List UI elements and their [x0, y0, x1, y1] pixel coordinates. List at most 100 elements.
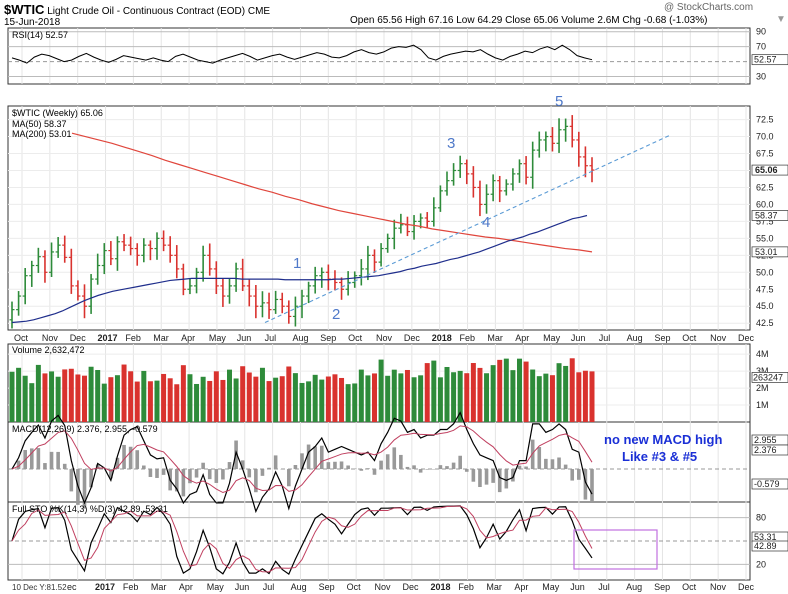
volume-bar — [358, 369, 364, 422]
volume-bar — [180, 365, 186, 422]
x-tick-label-bottom: 2018 — [430, 582, 450, 592]
macd-histogram-bar — [392, 447, 397, 470]
symbol: $WTIC — [4, 2, 45, 17]
price-value-box — [751, 210, 788, 221]
macd-histogram-bar — [504, 469, 509, 489]
x-tick-label-top: Apr — [181, 333, 195, 343]
macd-histogram-bar — [339, 461, 344, 470]
instrument-name: Light Crude Oil - Continuous Contract (E… — [47, 6, 246, 17]
volume-bar — [9, 371, 15, 422]
macd-histogram-bar — [181, 469, 186, 497]
volume-bar — [325, 376, 331, 422]
macd-histogram-bar — [583, 469, 588, 500]
x-tick-label-bottom: ec — [67, 582, 77, 592]
rsi-tick-label: 70 — [756, 42, 766, 52]
volume-bar — [510, 370, 516, 422]
x-tick-label-top: Feb — [460, 333, 476, 343]
x-tick-label-bottom: May — [542, 582, 560, 592]
macd-histogram-bar — [82, 469, 87, 509]
x-tick-label-top: Oct — [14, 333, 29, 343]
macd-histogram-bar — [49, 451, 54, 470]
macd-histogram-bar — [247, 469, 252, 478]
chart-header: $WTIC Light Crude Oil - Continuous Contr… — [4, 2, 270, 17]
x-tick-label-bottom: Sep — [319, 582, 335, 592]
volume-bar — [339, 377, 345, 422]
macd-histogram-bar — [425, 469, 430, 470]
volume-bar — [569, 358, 575, 422]
macd-histogram-bar — [122, 444, 126, 470]
x-tick-label-bottom: Oct — [682, 582, 697, 592]
x-tick-label-bottom: Dec — [403, 582, 420, 592]
x-tick-label-top: Jul — [599, 333, 611, 343]
macd-histogram-bar — [300, 453, 304, 470]
volume-bar — [55, 376, 61, 422]
price-tick-label: 55.0 — [756, 233, 774, 243]
macd-histogram-bar — [174, 469, 179, 492]
volume-bar — [128, 371, 134, 422]
volume-bar — [154, 380, 160, 422]
macd-histogram-bar — [497, 469, 502, 493]
volume-bar — [187, 374, 193, 422]
volume-bar — [563, 365, 569, 422]
volume-bar — [378, 359, 384, 422]
x-tick-label-bottom: Mar — [151, 582, 167, 592]
x-tick-label-top: Aug — [292, 333, 308, 343]
macd-histogram-bar — [451, 462, 456, 470]
macd-histogram-bar — [43, 463, 47, 470]
volume-bar — [194, 383, 200, 422]
price-value-box — [751, 164, 788, 176]
volume-bar — [437, 377, 443, 422]
ohlc-summary: Open 65.56 High 67.16 Low 64.29 Close 65… — [350, 15, 708, 26]
x-tick-label-top: 2018 — [432, 333, 452, 343]
macd-histogram-bar — [471, 469, 476, 482]
volume-bar — [418, 375, 424, 422]
volume-bar — [299, 382, 305, 422]
x-tick-label-top: Nov — [42, 333, 59, 343]
macd-histogram-bar — [240, 460, 245, 470]
volume-bar — [16, 367, 22, 422]
macd-histogram-bar — [517, 465, 522, 470]
macd-histogram-bar — [273, 455, 278, 470]
x-tick-label-top: Sep — [320, 333, 336, 343]
macd-histogram-bar — [148, 469, 153, 477]
rsi-tick-label: 90 — [756, 27, 766, 37]
sto-k-line — [11, 505, 593, 576]
volume-bar — [306, 381, 312, 422]
volume-bar — [530, 369, 536, 422]
price-tick-label: 47.5 — [756, 284, 774, 294]
x-tick-label-bottom: 2017 — [95, 582, 115, 592]
rsi-value-label: 52.57 — [754, 55, 777, 65]
wave-label-3: 3 — [447, 135, 455, 152]
macd-value-label: 2.376 — [754, 445, 777, 455]
volume-bar — [470, 363, 476, 422]
x-tick-label-top: Feb — [125, 333, 141, 343]
volume-bar — [167, 378, 173, 422]
macd-histogram-bar — [563, 464, 568, 470]
volume-bar — [29, 383, 35, 422]
volume-bar — [503, 358, 509, 422]
volume-bar — [556, 363, 562, 422]
rsi-line — [11, 44, 593, 64]
x-tick-label-bottom: Nov — [375, 582, 392, 592]
macd-histogram-bar — [319, 445, 324, 470]
volume-bar — [292, 373, 298, 422]
x-tick-label-bottom: Dec — [738, 582, 755, 592]
x-tick-label-top: Oct — [682, 333, 697, 343]
macd-histogram-bar — [115, 457, 120, 470]
macd-histogram-bar — [530, 439, 535, 470]
volume-bar — [365, 375, 371, 422]
macd-value-box — [751, 444, 788, 456]
macd-histogram-bar — [385, 454, 390, 470]
trendline — [264, 134, 671, 324]
volume-bar — [101, 383, 107, 422]
price-value-label: 65.06 — [755, 165, 778, 175]
volume-bar — [404, 369, 410, 422]
sto-tick-label: 20 — [756, 559, 766, 569]
wave-label-5: 5 — [555, 93, 563, 110]
macd-histogram-bar — [570, 469, 575, 481]
macd-histogram-bar — [155, 469, 159, 478]
volume-bar — [273, 377, 279, 422]
x-tick-label-top: Sep — [654, 333, 670, 343]
x-tick-label-bottom: Oct — [347, 582, 362, 592]
volume-bar — [121, 364, 127, 422]
